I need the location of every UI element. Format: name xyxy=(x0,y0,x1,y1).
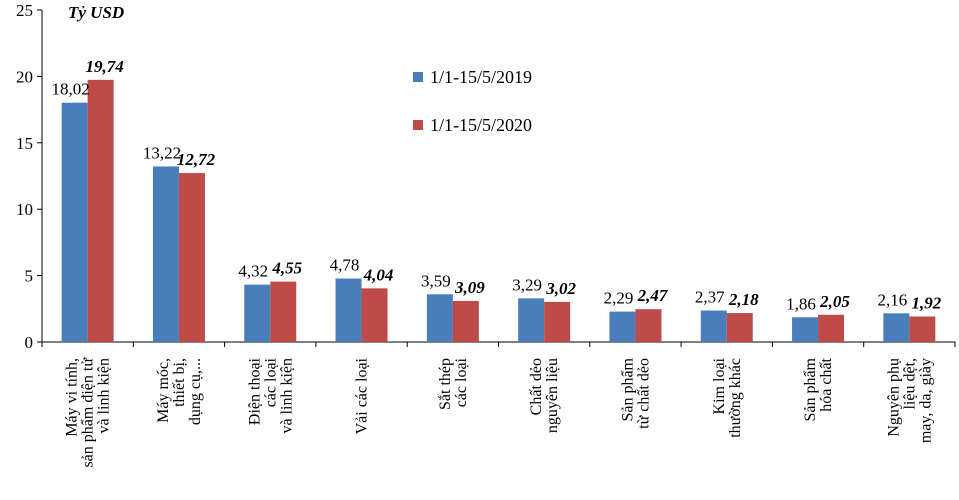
category-label-line: từ chất dẻo xyxy=(635,358,652,429)
bar-2020 xyxy=(635,309,662,342)
category-label: Sắt thép các loại xyxy=(437,357,470,410)
data-label-2019: 2,29 xyxy=(604,289,634,308)
data-label-2020: 4,04 xyxy=(363,265,394,284)
y-tick-label: 0 xyxy=(25,333,34,352)
data-label-2019: 4,32 xyxy=(238,262,268,281)
category-label-line: thường khác xyxy=(727,358,744,438)
bar-2019 xyxy=(609,311,636,342)
category-label-line: Kim loại xyxy=(711,357,728,414)
category-label-line: hóa chất xyxy=(818,357,835,411)
bar-2019 xyxy=(244,284,271,342)
category-label-line: Vải các loại xyxy=(354,357,371,434)
data-label-2020: 3,02 xyxy=(545,279,576,298)
data-label-2019: 2,16 xyxy=(877,290,907,309)
category-label-line: và linh kiện xyxy=(278,358,295,434)
bar-2019 xyxy=(700,310,727,342)
category-label-line: Chất dẻo xyxy=(528,358,545,415)
category-label: Máy vi tính, sản phẩm điện tử và linh kiện xyxy=(64,357,113,468)
y-tick-label: 5 xyxy=(25,267,34,286)
category-label-line: các loại xyxy=(262,357,279,407)
y-tick-label: 20 xyxy=(16,67,33,86)
category-label: Sản phẩm từ chất dẻo xyxy=(619,357,652,428)
data-label-2020: 2,05 xyxy=(819,292,850,311)
category-label: Vải các loại xyxy=(354,357,371,434)
bar-2020 xyxy=(818,314,845,342)
category-label-line: dụng cụ,... xyxy=(187,358,204,425)
category-label-line: liệu dệt, xyxy=(901,358,918,410)
data-label-2020: 1,92 xyxy=(911,294,941,313)
data-label-2019: 3,29 xyxy=(512,275,542,294)
category-label: Kim loại thường khác xyxy=(711,357,744,437)
category-label-line: Máy vi tính, xyxy=(64,358,81,437)
category-label-line: thiết bị, xyxy=(171,358,188,407)
data-label-2019: 2,37 xyxy=(695,288,725,307)
bar-2019 xyxy=(426,294,453,342)
legend-label: 1/1-15/5/2019 xyxy=(430,67,532,87)
data-label-2019: 4,78 xyxy=(330,256,360,275)
legend-swatch xyxy=(413,120,423,130)
category-label-line: Sắt thép xyxy=(437,358,454,410)
category-label-line: và linh kiện xyxy=(96,358,113,434)
category-label-line: Sản phẩm xyxy=(802,357,819,421)
data-label-2020: 19,74 xyxy=(86,57,124,76)
bar-2020 xyxy=(87,79,114,343)
data-label-2020: 2,47 xyxy=(637,286,669,305)
y-tick-label: 10 xyxy=(16,200,33,219)
category-label-line: Nguyên phụ xyxy=(885,358,902,437)
legend-swatch xyxy=(413,72,423,82)
data-label-2019: 1,86 xyxy=(786,294,816,313)
category-label: Nguyên phụ liệu dệt, may, da, giày xyxy=(885,358,934,443)
data-label-2020: 12,72 xyxy=(177,150,216,169)
bar-2019 xyxy=(518,298,545,342)
data-label-2019: 13,22 xyxy=(143,143,181,162)
chart-category-labels: Máy vi tính, sản phẩm điện tử và linh kiện… xyxy=(64,357,935,468)
chart-legend: 1/1-15/5/2019 1/1-15/5/2020 xyxy=(413,67,532,135)
data-label-2019: 18,02 xyxy=(52,80,90,99)
category-label-line: nguyên liệu xyxy=(544,358,561,433)
bar-2020 xyxy=(909,316,936,342)
y-tick-label: 15 xyxy=(16,134,33,153)
category-label: Chất dẻo nguyên liệu xyxy=(528,358,561,433)
category-label-line: Sản phẩm xyxy=(619,357,636,421)
bar-2020 xyxy=(726,313,753,342)
data-label-2020: 2,18 xyxy=(728,290,759,309)
bar-2020 xyxy=(361,288,388,342)
bar-2019 xyxy=(792,317,819,342)
category-label-line: may, da, giày xyxy=(917,358,934,443)
category-label-line: Máy móc, xyxy=(155,358,172,423)
bar-2019 xyxy=(152,166,179,342)
y-tick-label: 25 xyxy=(16,1,33,20)
category-label: Sản phẩm hóa chất xyxy=(802,357,835,421)
bar-2020 xyxy=(544,301,571,342)
category-label-line: các loại xyxy=(453,357,470,407)
bar-2020 xyxy=(178,173,205,342)
category-label-line: Điện thoại xyxy=(246,357,263,425)
legend-label: 1/1-15/5/2020 xyxy=(430,115,532,135)
data-label-2019: 3,59 xyxy=(421,271,451,290)
bar-2019 xyxy=(883,313,910,342)
category-label: Máy móc, thiết bị, dụng cụ,... xyxy=(155,358,204,425)
category-label-line: sản phẩm điện tử xyxy=(80,357,97,468)
bar-2020 xyxy=(452,300,479,342)
category-label: Điện thoại các loại và linh kiện xyxy=(246,357,295,433)
y-axis-title: Tỷ USD xyxy=(68,3,124,22)
data-label-2020: 4,55 xyxy=(271,259,302,278)
bar-2019 xyxy=(61,102,88,342)
bar-2020 xyxy=(270,281,297,342)
bar-2019 xyxy=(335,278,362,342)
chart-bars xyxy=(61,79,936,343)
data-label-2020: 3,09 xyxy=(454,278,485,297)
